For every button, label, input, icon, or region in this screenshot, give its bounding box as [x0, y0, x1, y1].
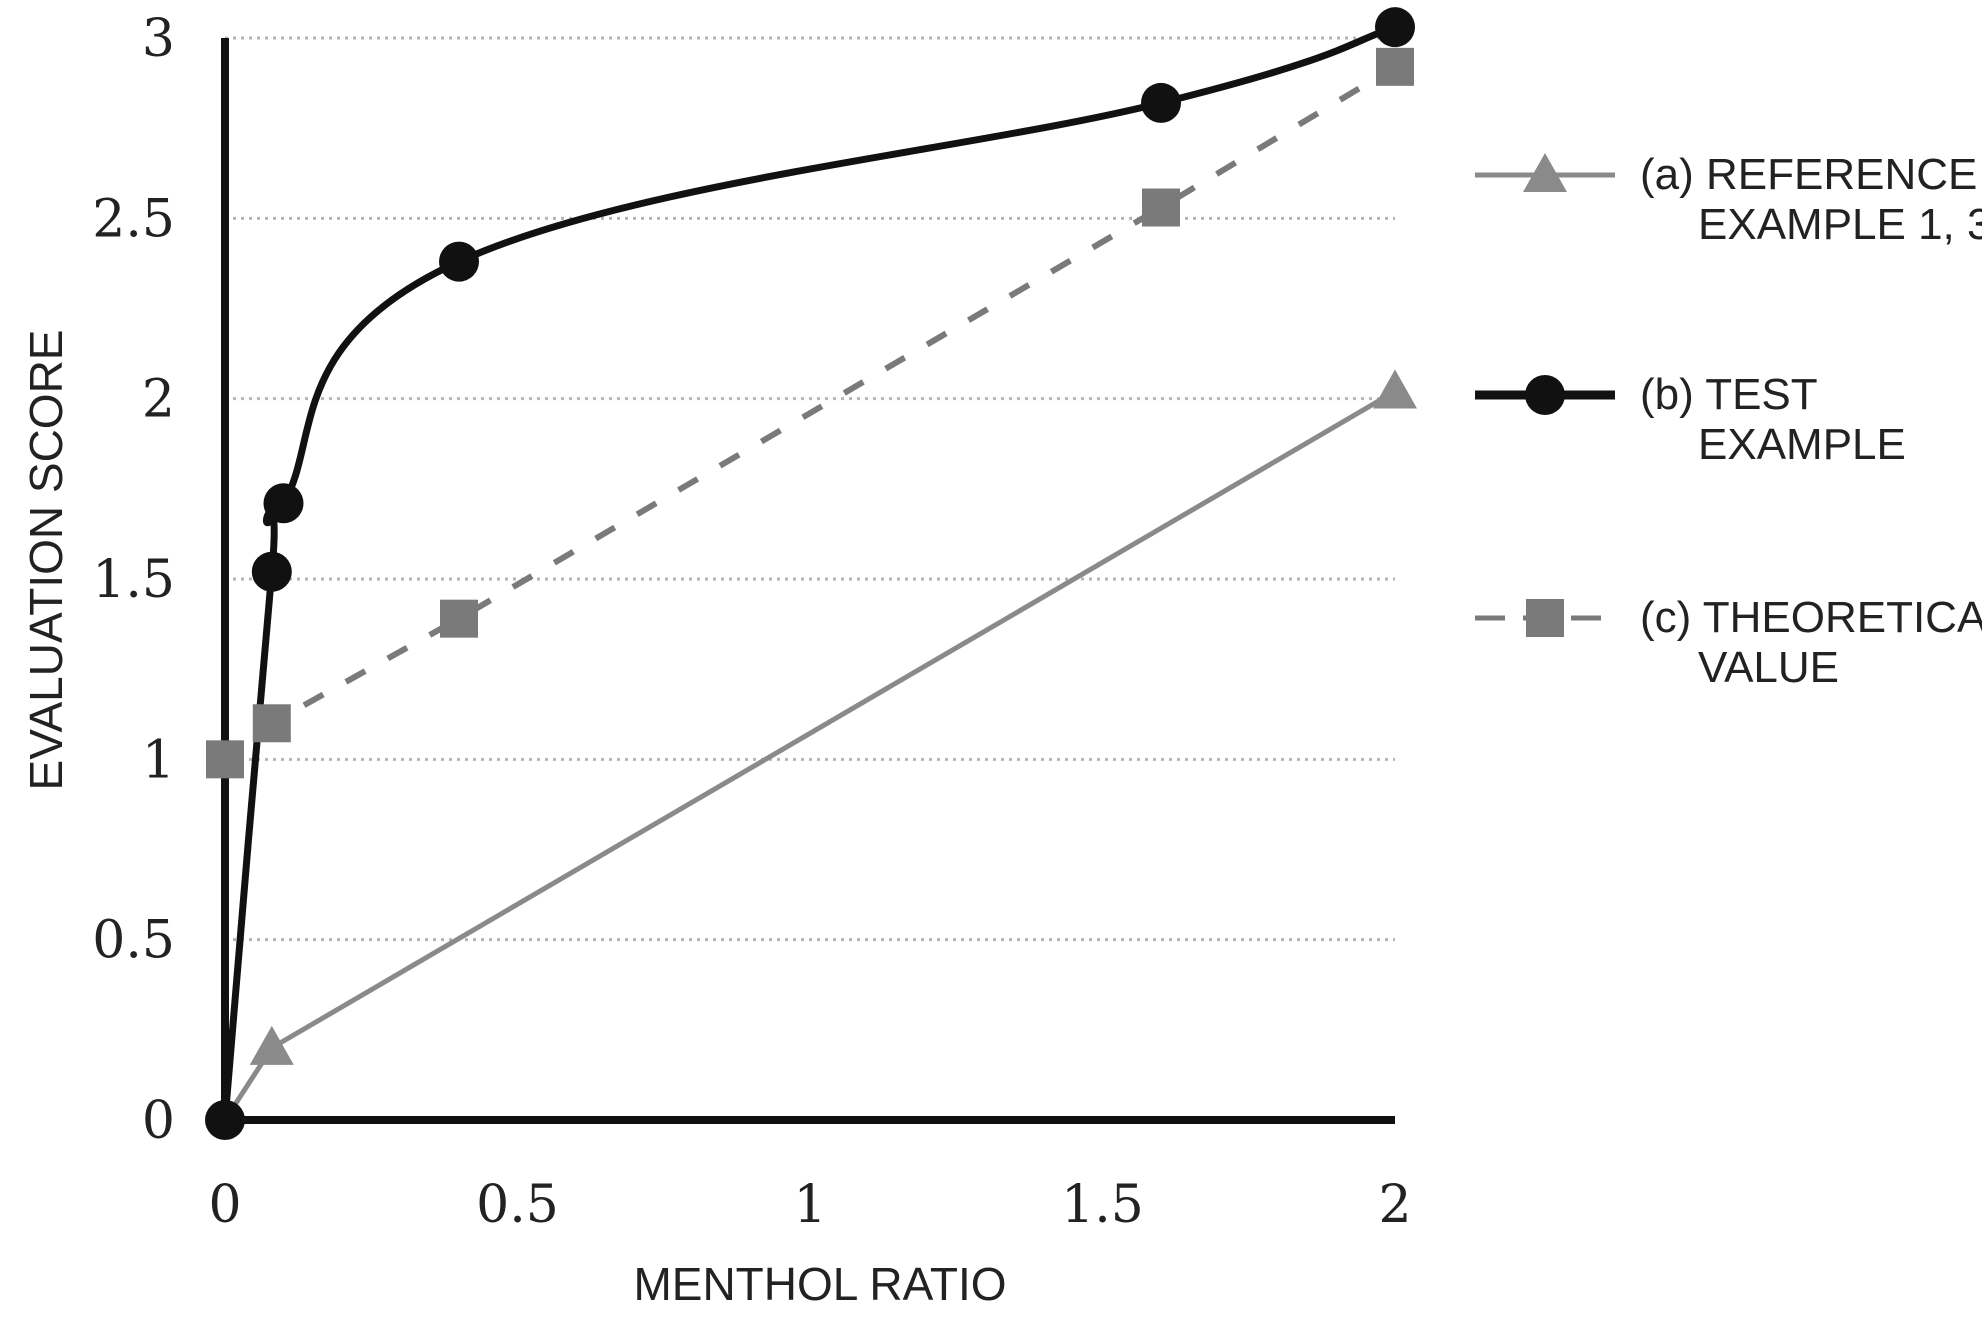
data-point-a	[1373, 369, 1417, 409]
data-point-c	[206, 740, 244, 779]
y-tick-label: 1.5	[92, 550, 175, 610]
legend-label: VALUE	[1698, 643, 1839, 692]
x-tick-label: 0	[208, 1175, 241, 1235]
series-a	[222, 369, 1417, 1122]
x-tick-label: 1.5	[1061, 1175, 1144, 1235]
legend-label: (b) TEST	[1640, 370, 1818, 419]
y-tick-label: 2.5	[92, 189, 175, 249]
y-tick-label: 0.5	[92, 911, 175, 971]
series-c	[206, 47, 1414, 779]
series-b	[205, 7, 1415, 1140]
data-point-b	[263, 483, 304, 524]
legend-label: EXAMPLE 1, 3	[1698, 200, 1982, 249]
y-tick-label: 2	[142, 370, 175, 430]
data-point-c	[1142, 188, 1180, 227]
data-point-b	[439, 241, 479, 282]
legend-label: (c) THEORETICAL	[1640, 593, 1982, 642]
legend-marker-a	[1523, 153, 1567, 192]
y-tick-label: 3	[142, 9, 175, 69]
data-point-b	[251, 551, 292, 592]
x-axis-title: MENTHOL RATIO	[633, 1258, 1006, 1310]
x-tick-label: 1	[793, 1175, 826, 1235]
data-point-c	[252, 704, 291, 743]
series-line-a	[222, 389, 1397, 1122]
data-point-b	[1375, 7, 1415, 48]
grid	[225, 36, 1395, 942]
y-axis-title: EVALUATION SCORE	[20, 330, 72, 791]
data-point-b	[205, 1100, 245, 1140]
x-tick-labels: 0 0.5 1 1.5 2	[208, 1175, 1411, 1235]
series	[205, 7, 1417, 1140]
x-tick-label: 2	[1378, 1175, 1411, 1235]
y-tick-label: 1	[142, 730, 175, 790]
data-point-c	[1376, 47, 1414, 86]
legend-marker-c	[1526, 599, 1564, 637]
x-tick-label: 0.5	[476, 1175, 559, 1235]
data-point-b	[1141, 82, 1181, 123]
legend-marker-b	[1525, 375, 1565, 415]
axes	[221, 38, 1395, 1124]
series-line-b	[221, 23, 1397, 1121]
data-point-c	[440, 599, 478, 638]
legend-label: EXAMPLE	[1698, 420, 1906, 469]
y-tick-label: 0	[142, 1091, 175, 1151]
y-tick-labels: 0 0.5 1 1.5 2 2.5 3	[92, 9, 175, 1151]
data-point-a	[249, 1025, 294, 1065]
legend-label: (a) REFERENCE	[1640, 150, 1977, 199]
